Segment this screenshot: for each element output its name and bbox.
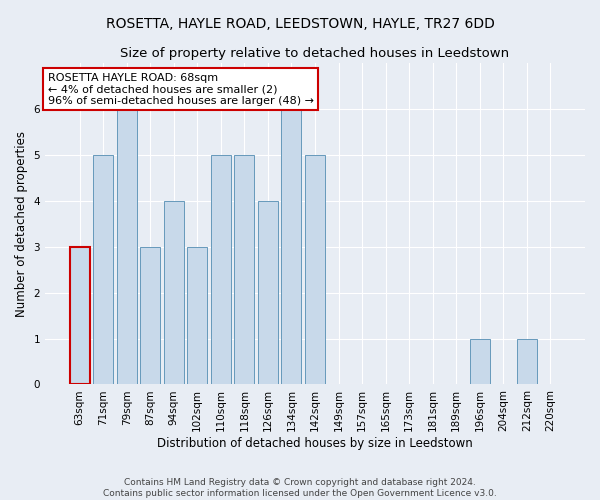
- Bar: [470, 338, 490, 384]
- Text: ROSETTA HAYLE ROAD: 68sqm
← 4% of detached houses are smaller (2)
96% of semi-de: ROSETTA HAYLE ROAD: 68sqm ← 4% of detach…: [48, 72, 314, 106]
- Bar: [140, 246, 160, 384]
- Bar: [305, 155, 325, 384]
- Y-axis label: Number of detached properties: Number of detached properties: [15, 131, 28, 317]
- Bar: [517, 338, 537, 384]
- Bar: [70, 246, 89, 384]
- Bar: [116, 109, 137, 384]
- Text: ROSETTA, HAYLE ROAD, LEEDSTOWN, HAYLE, TR27 6DD: ROSETTA, HAYLE ROAD, LEEDSTOWN, HAYLE, T…: [106, 18, 494, 32]
- Bar: [164, 201, 184, 384]
- Bar: [93, 155, 113, 384]
- X-axis label: Distribution of detached houses by size in Leedstown: Distribution of detached houses by size …: [157, 437, 473, 450]
- Bar: [187, 246, 208, 384]
- Text: Contains HM Land Registry data © Crown copyright and database right 2024.
Contai: Contains HM Land Registry data © Crown c…: [103, 478, 497, 498]
- Bar: [70, 246, 89, 384]
- Bar: [235, 155, 254, 384]
- Bar: [258, 201, 278, 384]
- Bar: [211, 155, 231, 384]
- Bar: [281, 109, 301, 384]
- Title: Size of property relative to detached houses in Leedstown: Size of property relative to detached ho…: [121, 48, 509, 60]
